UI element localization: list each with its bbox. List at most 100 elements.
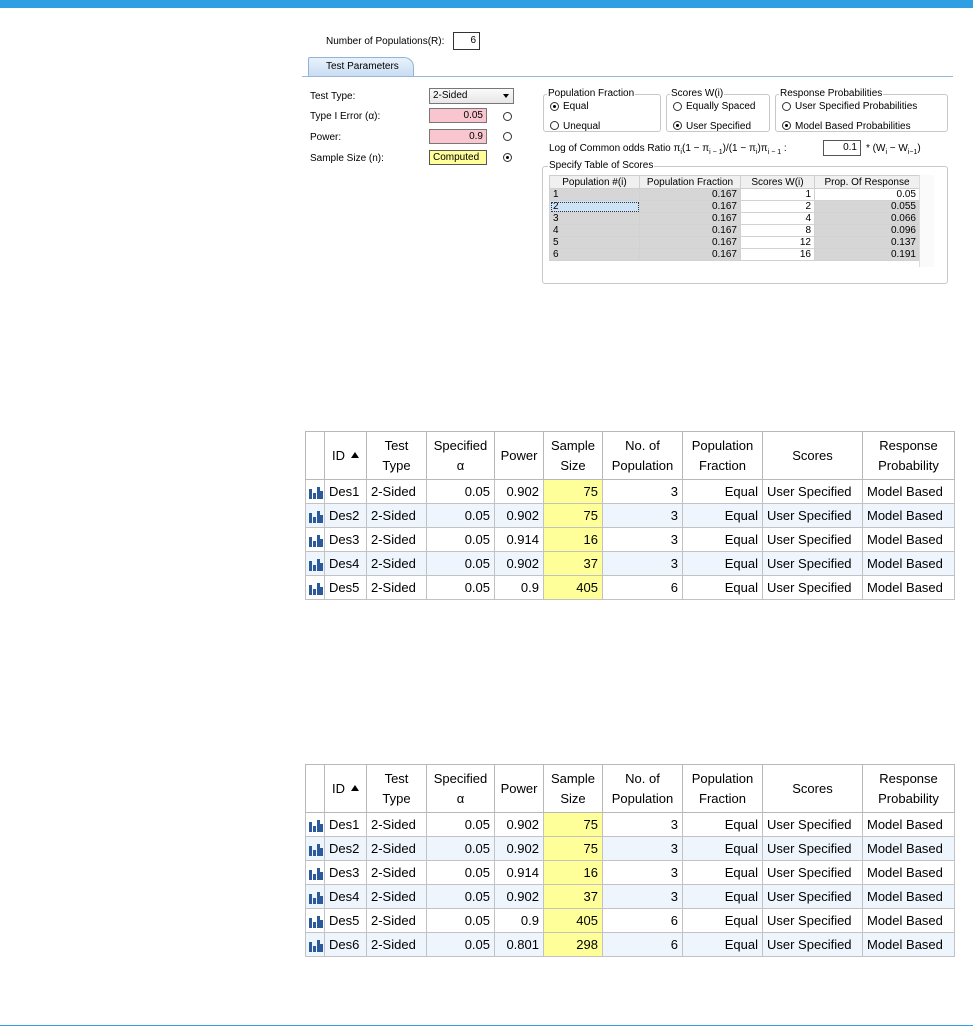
row-icon-cell[interactable] <box>305 575 325 600</box>
score-table-row[interactable]: 4 0.167 8 0.096 <box>549 224 920 237</box>
score-cell-score[interactable]: 8 <box>740 224 815 237</box>
table-row[interactable]: Des4 2-Sided 0.05 0.902 37 3 Equal User Specifi… <box>305 884 955 909</box>
score-cell-score[interactable]: 2 <box>740 200 815 213</box>
row-icon-cell[interactable] <box>305 932 325 957</box>
score-cell-score[interactable]: 12 <box>740 236 815 249</box>
score-cell-population: 2 <box>549 200 640 213</box>
score-table-row[interactable]: 6 0.167 16 0.191 <box>549 248 920 261</box>
grid-cell-response-probability: Model Based <box>862 860 955 885</box>
grid-header-no-of-population[interactable]: No. of Population <box>602 431 683 480</box>
row-icon-cell[interactable] <box>305 836 325 861</box>
lcor-input[interactable]: 0.1 <box>823 140 861 156</box>
sort-ascending-icon[interactable] <box>351 451 359 458</box>
grid-header-response-probability[interactable]: Response Probability <box>862 431 955 480</box>
chevron-down-icon <box>503 94 509 98</box>
grid-header-id[interactable]: ID <box>324 431 367 480</box>
grid-header-id[interactable]: ID <box>324 764 367 813</box>
num-populations-input[interactable]: 6 <box>453 32 480 50</box>
score-table-row[interactable]: 1 0.167 1 0.05 <box>549 188 920 201</box>
row-icon-cell[interactable] <box>305 527 325 552</box>
score-cell-fraction: 0.167 <box>639 224 741 237</box>
row-icon-cell[interactable] <box>305 908 325 933</box>
score-table-row[interactable]: 5 0.167 12 0.137 <box>549 236 920 249</box>
row-icon-cell[interactable] <box>305 479 325 504</box>
grid-cell-scores: User Specified <box>762 860 863 885</box>
grid-cell-power: 0.902 <box>494 503 544 528</box>
table-row[interactable]: Des1 2-Sided 0.05 0.902 75 3 Equal User Specifi… <box>305 812 955 837</box>
row-icon-cell[interactable] <box>305 551 325 576</box>
score-cell-population: 5 <box>549 236 640 249</box>
pop-fraction-equal-radio[interactable] <box>550 102 559 111</box>
grid-header-no-of-population[interactable]: No. of Population <box>602 764 683 813</box>
table-row[interactable]: Des5 2-Sided 0.05 0.9 405 6 Equal User Specifie… <box>305 908 955 933</box>
grid-header-scores[interactable]: Scores <box>762 764 863 813</box>
grid-cell-id: Des4 <box>324 551 367 576</box>
score-table-row[interactable]: 3 0.167 4 0.066 <box>549 212 920 225</box>
resp-model-based-radio[interactable] <box>782 121 791 130</box>
grid-cell-id: Des5 <box>324 575 367 600</box>
sample-size-field[interactable]: Computed <box>429 150 487 165</box>
table-row[interactable]: Des4 2-Sided 0.05 0.902 37 3 Equal User Specifi… <box>305 551 955 576</box>
grid-header-test-type[interactable]: Test Type <box>366 431 427 480</box>
grid-header-power[interactable]: Power <box>494 431 544 480</box>
grid-cell-power: 0.902 <box>494 551 544 576</box>
score-cell-population: 6 <box>549 248 640 261</box>
grid-header-power[interactable]: Power <box>494 764 544 813</box>
grid-header-label: ID <box>332 447 345 463</box>
pop-fraction-unequal-radio[interactable] <box>550 121 559 130</box>
scores-equally-spaced-radio[interactable] <box>673 102 682 111</box>
score-cell-prop: 0.096 <box>814 224 920 237</box>
grid-header-scores[interactable]: Scores <box>762 431 863 480</box>
row-icon-cell[interactable] <box>305 503 325 528</box>
row-icon-cell[interactable] <box>305 884 325 909</box>
resp-user-specified-radio[interactable] <box>782 102 791 111</box>
grid-header-population-fraction[interactable]: Population Fraction <box>682 431 763 480</box>
scores-user-specified-radio[interactable] <box>673 121 682 130</box>
row-icon-cell[interactable] <box>305 812 325 837</box>
bar-chart-icon <box>308 534 323 547</box>
grid-header-label: Specified α <box>433 437 488 473</box>
grid-header-specified-alpha[interactable]: Specified α <box>426 431 495 480</box>
grid-cell-specified-alpha: 0.05 <box>426 884 495 909</box>
grid-cell-population-fraction: Equal <box>682 836 763 861</box>
type1-compute-radio[interactable] <box>503 112 512 121</box>
table-row[interactable]: Des2 2-Sided 0.05 0.902 75 3 Equal User Specifi… <box>305 836 955 861</box>
grid-cell-sample-size: 37 <box>543 884 603 909</box>
grid-header-specified-alpha[interactable]: Specified α <box>426 764 495 813</box>
grid-header-sample-size[interactable]: Sample Size <box>543 764 603 813</box>
power-compute-radio[interactable] <box>503 132 512 141</box>
sample-size-compute-radio[interactable] <box>503 153 512 162</box>
row-icon-cell[interactable] <box>305 860 325 885</box>
table-row[interactable]: Des5 2-Sided 0.05 0.9 405 6 Equal User Specifie… <box>305 575 955 600</box>
type1-error-input[interactable]: 0.05 <box>429 108 487 123</box>
tab-test-parameters[interactable]: Test Parameters <box>308 57 414 76</box>
grid-header-test-type[interactable]: Test Type <box>366 764 427 813</box>
grid-header-response-probability[interactable]: Response Probability <box>862 764 955 813</box>
table-row[interactable]: Des6 2-Sided 0.05 0.801 298 6 Equal User Specif… <box>305 932 955 957</box>
sort-ascending-icon[interactable] <box>351 784 359 791</box>
score-cell-score[interactable]: 4 <box>740 212 815 225</box>
grid-header-sample-size[interactable]: Sample Size <box>543 431 603 480</box>
grid-cell-test-type: 2-Sided <box>366 503 427 528</box>
score-cell-population: 3 <box>549 212 640 225</box>
score-cell-fraction: 0.167 <box>639 212 741 225</box>
score-cell-score[interactable]: 16 <box>740 248 815 261</box>
score-table-scrollbar[interactable] <box>919 175 934 267</box>
grid-cell-response-probability: Model Based <box>862 479 955 504</box>
grid-cell-test-type: 2-Sided <box>366 836 427 861</box>
test-type-select[interactable]: 2-Sided <box>429 88 514 104</box>
results-grid-1: ID Test Type Specified α Power Sample Size No… <box>305 431 955 600</box>
table-row[interactable]: Des3 2-Sided 0.05 0.914 16 3 Equal User Specifi… <box>305 860 955 885</box>
score-cell-score[interactable]: 1 <box>740 188 815 201</box>
table-row[interactable]: Des3 2-Sided 0.05 0.914 16 3 Equal User Specifi… <box>305 527 955 552</box>
power-input[interactable]: 0.9 <box>429 129 487 144</box>
table-row[interactable]: Des1 2-Sided 0.05 0.902 75 3 Equal User Specifi… <box>305 479 955 504</box>
grid-cell-specified-alpha: 0.05 <box>426 932 495 957</box>
grid-header-population-fraction[interactable]: Population Fraction <box>682 764 763 813</box>
table-row[interactable]: Des2 2-Sided 0.05 0.902 75 3 Equal User Specifi… <box>305 503 955 528</box>
score-table-row[interactable]: 2 0.167 2 0.055 <box>549 200 920 213</box>
grid-cell-id: Des1 <box>324 479 367 504</box>
score-cell-fraction: 0.167 <box>639 236 741 249</box>
grid-header-label: Power <box>500 447 538 463</box>
type1-error-label: Type I Error (α): <box>310 111 381 122</box>
